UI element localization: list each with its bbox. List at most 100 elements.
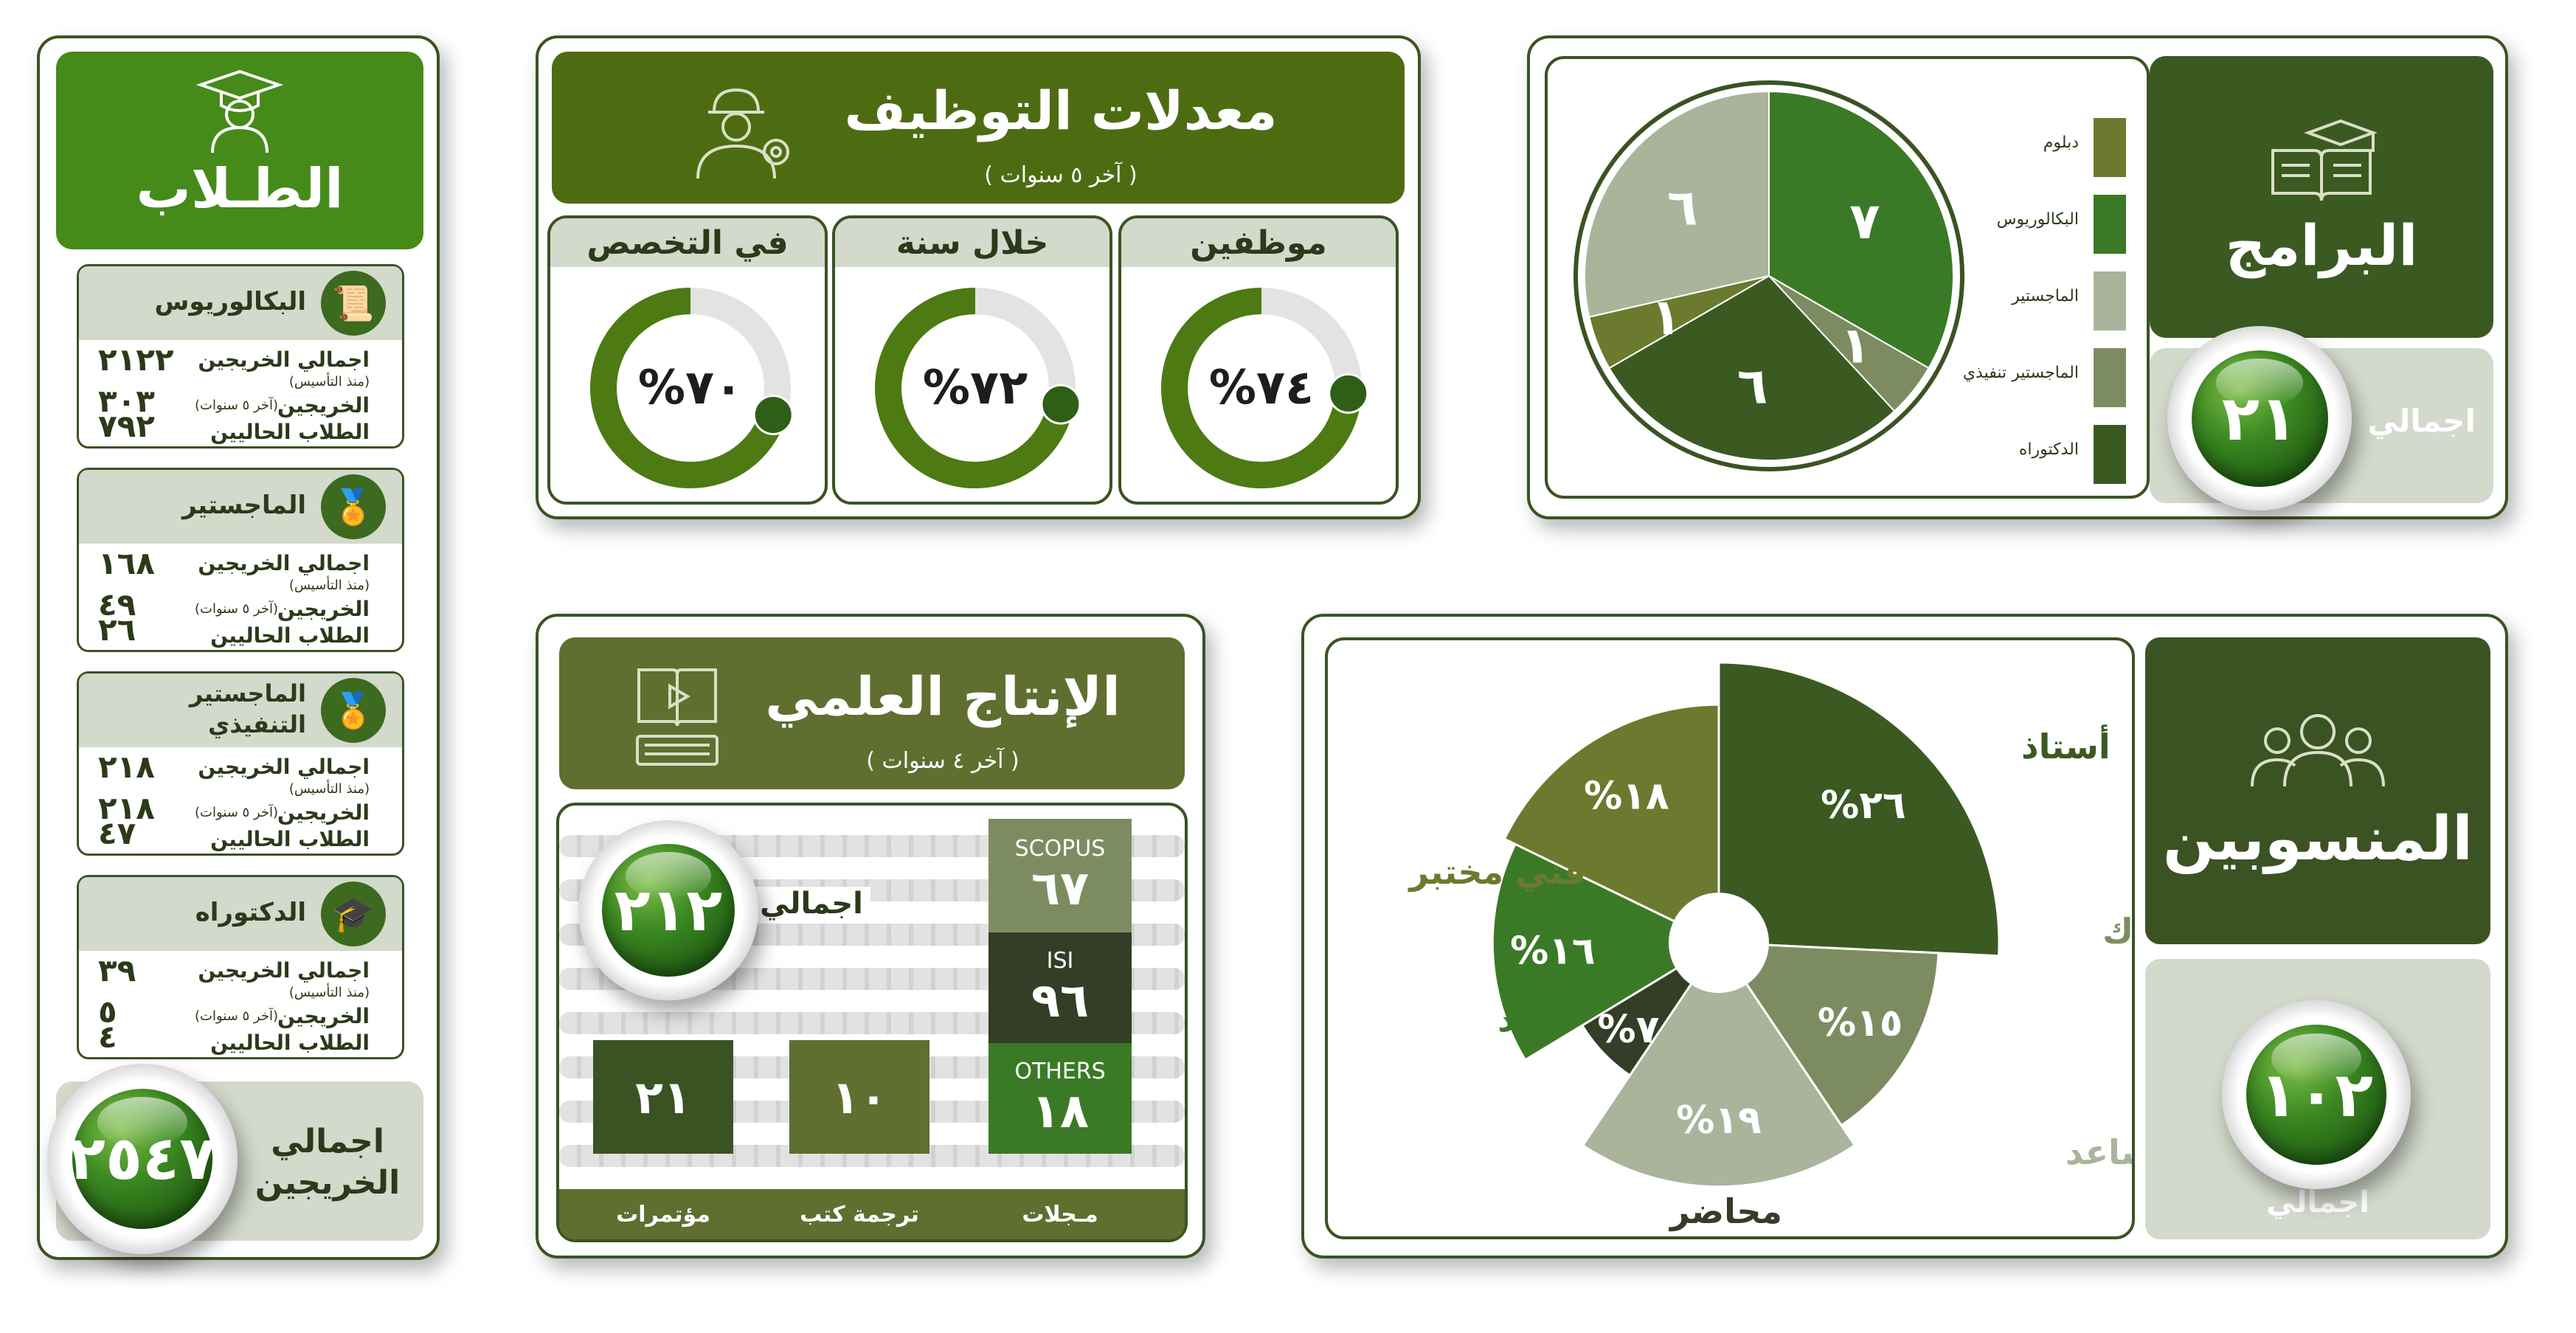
gauge-arc (1161, 288, 1362, 488)
programs-total-label: اجمالي (2367, 403, 2476, 439)
staff-total-orb: ١٠٢ (2222, 1000, 2411, 1189)
staff-total-value: ١٠٢ (2246, 1025, 2386, 1165)
recent-graduates-sub: (آخر ٥ سنوات) (195, 805, 278, 820)
conferences-label: مؤتمرات (616, 1201, 710, 1228)
graduate-icon (195, 69, 284, 153)
rose-slice (1717, 941, 1940, 1127)
gauge-knob (752, 394, 794, 435)
legend-label: البكالوريوس (1996, 210, 2079, 229)
rose-slice (1503, 703, 1720, 945)
total-graduates-value: ٢١٢٢ (98, 342, 174, 378)
journal-others-block: OTHERS ١٨ (988, 1043, 1132, 1154)
employment-subtitle: ( آخر ٥ سنوات ) (984, 162, 1138, 188)
staff-header: المنسوبين (2145, 637, 2490, 944)
rose-category-label: فني مختبر (1408, 852, 1585, 892)
current-students-value: ٢٦ (98, 612, 136, 648)
rose-slice (1581, 941, 1857, 1188)
current-students-label: الطلاب الحاليين (210, 623, 370, 648)
recent-graduates-label: الخريجين (277, 597, 370, 621)
level-box-executive-master: الماجستير التنفيذي 🏅 اجمالي الخريجين (من… (77, 671, 404, 856)
employment-panel: معدلات التوظيف ( آخر ٥ سنوات ) موظفين %٧٤… (536, 35, 1421, 519)
gauge-value: %٧٢ (922, 361, 1028, 415)
journal-value: ٦٧ (1031, 861, 1090, 916)
journal-name: ISI (1046, 947, 1074, 974)
staff-chart-frame: %٢٦ أستاذ %١٥ أستاذ مشارك %١٩ أستاذ مساعد %٧ مح… (1325, 637, 2135, 1239)
gauge-ring (875, 288, 1081, 488)
recent-graduates-sub: (آخر ٥ سنوات) (195, 1008, 278, 1024)
total-graduates-sub: (منذ التأسيس) (288, 578, 370, 593)
employment-header: معدلات التوظيف ( آخر ٥ سنوات ) (552, 52, 1405, 204)
legend-swatch (2094, 348, 2126, 407)
gauge-card: موظفين %٧٤ (1118, 215, 1399, 505)
bar-value: ٢١ (635, 1070, 691, 1124)
level-name: الماجستير التنفيذي (189, 679, 306, 738)
journal-name: OTHERS (1014, 1058, 1106, 1084)
total-graduates-label: اجمالي الخريجين (198, 958, 370, 983)
level-name: الماجستير (182, 491, 306, 520)
graduation-cap-icon: 🎓 (321, 882, 386, 946)
staff-panel: %٢٦ أستاذ %١٥ أستاذ مشارك %١٩ أستاذ مساعد %٧ مح… (1301, 614, 2508, 1258)
gauge-value: %٧٤ (1208, 361, 1315, 415)
journal-value: ١٨ (1031, 1084, 1090, 1139)
research-subtitle: ( آخر ٤ سنوات ) (866, 748, 1019, 774)
rose-slice-value: %٢٦ (1821, 783, 1906, 828)
grand-total-orb: ٢٥٤٧ (47, 1064, 238, 1254)
pie-slice (1768, 90, 1954, 370)
total-graduates-label: اجمالي الخريجين (198, 755, 370, 779)
legend-label: الدكتوراه (2018, 440, 2079, 459)
gauge-arc (875, 288, 1076, 488)
total-graduates-value: ١٦٨ (98, 545, 155, 581)
staff-title: المنسوبين (2162, 803, 2473, 874)
journal-value: ٩٦ (1031, 973, 1090, 1028)
research-header: الإنتاج العلمي ( آخر ٤ سنوات ) (559, 637, 1185, 789)
students-title: الطـلاب (136, 157, 344, 221)
legend-label: الماجستير (2012, 287, 2079, 305)
recent-graduates-value: ٣٠٣ (98, 383, 155, 419)
journal-name: SCOPUS (1014, 835, 1106, 862)
total-graduates-value: ٣٩ (98, 952, 136, 989)
gauge-card: في التخصص %٧٠ (547, 215, 828, 505)
grand-total-value: ٢٥٤٧ (69, 1088, 216, 1230)
employment-title: معدلات التوظيف (844, 80, 1278, 142)
grand-total-label: اجمالي الخريجين (255, 1123, 401, 1202)
certificate-icon: 🏅 (321, 474, 386, 539)
people-group-icon (2251, 713, 2385, 786)
total-graduates-sub: (منذ التأسيس) (288, 374, 370, 389)
rose-slice-value: %١٨ (1584, 775, 1669, 819)
total-graduates-sub: (منذ التأسيس) (288, 781, 370, 797)
recent-graduates-value: ٥ (98, 994, 117, 1030)
total-graduates-value: ٢١٨ (98, 749, 155, 785)
staff-rose-chart: %٢٦ أستاذ %١٥ أستاذ مشارك %١٩ أستاذ مساعد %٧ مح… (1408, 661, 2132, 1231)
total-graduates-label: اجمالي الخريجين (198, 551, 370, 575)
legend-swatch (2094, 271, 2126, 330)
rose-slice-value: %١٥ (1818, 1001, 1903, 1045)
rose-category-label: معيد (1498, 1000, 1571, 1039)
rose-category-label: محاضر (1669, 1191, 1782, 1231)
level-box-bachelor: البكالوريوس 📜 اجمالي الخريجين (منذ التأس… (77, 264, 404, 449)
journal-isi-block: ISI ٩٦ (988, 932, 1132, 1043)
total-graduates-sub: (منذ التأسيس) (288, 985, 370, 1000)
students-header: الطـلاب (56, 52, 423, 249)
recent-graduates-label: الخريجين (277, 1004, 370, 1028)
recent-graduates-sub: (آخر ٥ سنوات) (195, 601, 278, 617)
current-students-label: الطلاب الحاليين (210, 1031, 370, 1055)
research-panel: الإنتاج العلمي ( آخر ٤ سنوات ) اجمالي ٢١… (536, 614, 1205, 1258)
research-total-value: ٢١٢ (601, 843, 735, 977)
book-translation-bar: ١٠ (789, 1040, 929, 1154)
programs-header: البرامج (2150, 56, 2493, 338)
current-students-value: ٤٧ (98, 815, 136, 851)
gauge-label: موظفين (1121, 218, 1396, 267)
journals-label: مـجلات (1022, 1201, 1098, 1228)
gauge-knob (1328, 373, 1369, 414)
pie-slice (1584, 90, 1770, 318)
research-footer: مؤتمرات ترجمة كتب مـجلات (559, 1189, 1185, 1239)
level-name: الدكتوراه (195, 898, 306, 927)
gauge-ring (1161, 288, 1369, 488)
engineer-gear-icon (696, 88, 789, 179)
recent-graduates-sub: (آخر ٥ سنوات) (195, 398, 278, 413)
legend-swatch (2094, 118, 2126, 177)
recent-graduates-label: الخريجين (277, 393, 370, 418)
gauge-label: خلال سنة (835, 218, 1109, 267)
